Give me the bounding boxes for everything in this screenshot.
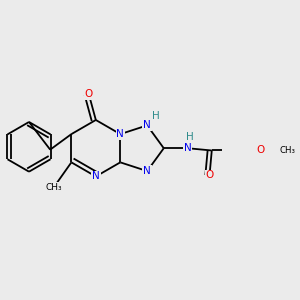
Text: H: H [152,111,160,121]
Text: N: N [143,166,151,176]
Text: H: H [186,132,194,142]
Text: N: N [184,143,192,153]
Text: N: N [116,129,124,139]
Text: N: N [143,120,151,130]
Text: CH₃: CH₃ [45,183,62,192]
Text: O: O [206,170,214,180]
Text: O: O [85,89,93,99]
Text: O: O [256,146,265,155]
Text: CH₃: CH₃ [279,146,295,155]
Text: N: N [92,172,100,182]
